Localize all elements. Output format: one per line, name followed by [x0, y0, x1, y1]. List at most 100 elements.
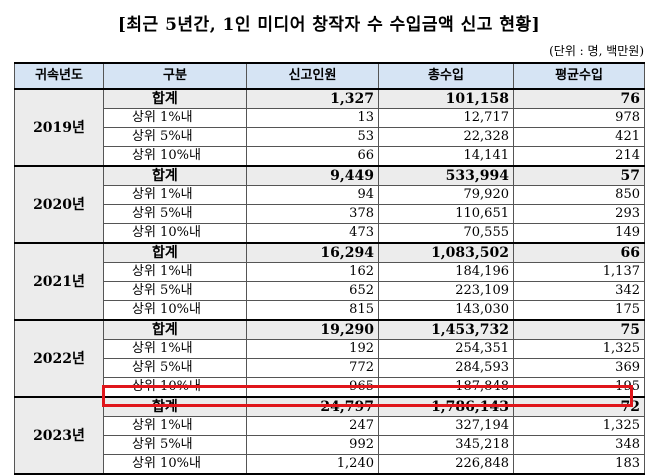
table-row: 상위 1%내 247 327,194 1,325 — [15, 416, 645, 436]
total-income-cell: 184,196 — [378, 262, 514, 282]
total-income-cell: 101,158 — [378, 88, 514, 109]
table-row: 상위 5%내 772 284,593 369 — [15, 358, 645, 378]
total-income-cell: 223,109 — [378, 281, 514, 301]
table-row: 상위 10%내 815 143,030 175 — [15, 300, 645, 321]
average-income-cell: 1,325 — [513, 339, 645, 359]
header-row: 귀속년도 구분 신고인원 총수입 평균수입 — [14, 62, 645, 90]
filers-cell: 192 — [246, 339, 379, 359]
average-income-cell: 850 — [513, 185, 645, 205]
category-cell: 상위 1%내 — [103, 416, 247, 436]
table-row: 상위 10%내 473 70,555 149 — [15, 223, 645, 244]
category-cell: 상위 5%내 — [103, 281, 247, 301]
filers-cell: 19,290 — [246, 319, 379, 340]
average-income-cell: 72 — [513, 396, 645, 417]
total-income-cell: 533,994 — [378, 165, 514, 186]
category-cell: 상위 10%내 — [103, 454, 247, 475]
filers-cell: 652 — [246, 281, 379, 301]
average-income-cell: 175 — [513, 300, 645, 321]
total-income-cell: 143,030 — [378, 300, 514, 321]
total-income-cell: 12,717 — [378, 108, 514, 128]
average-income-cell: 1,325 — [513, 416, 645, 436]
year-cell: 2022년 — [14, 319, 104, 398]
total-income-cell: 22,328 — [378, 127, 514, 147]
header-filers: 신고인원 — [246, 62, 379, 90]
total-income-cell: 110,651 — [378, 204, 514, 224]
filers-cell: 247 — [246, 416, 379, 436]
table-row: 상위 10%내 66 14,141 214 — [15, 146, 645, 167]
table-row: 상위 5%내 53 22,328 421 — [15, 127, 645, 147]
filers-cell: 992 — [246, 435, 379, 455]
total-row: 2020년 합계 9,449 533,994 57 — [14, 165, 645, 244]
category-cell: 상위 10%내 — [103, 146, 247, 167]
total-row: 2019년 합계 1,327 101,158 76 — [14, 88, 645, 167]
average-income-cell: 342 — [513, 281, 645, 301]
category-cell: 상위 1%내 — [103, 185, 247, 205]
category-cell: 합계 — [103, 242, 247, 263]
total-income-cell: 327,194 — [378, 416, 514, 436]
year-cell: 2023년 — [14, 396, 104, 475]
header-year: 귀속년도 — [14, 62, 104, 90]
category-cell: 합계 — [103, 88, 247, 109]
total-income-cell: 284,593 — [378, 358, 514, 378]
average-income-cell: 421 — [513, 127, 645, 147]
category-cell: 상위 10%내 — [103, 377, 247, 398]
average-income-cell: 348 — [513, 435, 645, 455]
average-income-cell: 978 — [513, 108, 645, 128]
average-income-cell: 1,137 — [513, 262, 645, 282]
filers-cell: 13 — [246, 108, 379, 128]
year-cell: 2021년 — [14, 242, 104, 321]
average-income-cell: 76 — [513, 88, 645, 109]
table-row: 상위 5%내 652 223,109 342 — [15, 281, 645, 301]
filers-cell: 378 — [246, 204, 379, 224]
category-cell: 상위 5%내 — [103, 127, 247, 147]
filers-cell: 1,327 — [246, 88, 379, 109]
total-income-cell: 254,351 — [378, 339, 514, 359]
total-income-cell: 226,848 — [378, 454, 514, 475]
category-cell: 상위 1%내 — [103, 262, 247, 282]
average-income-cell: 66 — [513, 242, 645, 263]
filers-cell: 16,294 — [246, 242, 379, 263]
category-cell: 합계 — [103, 396, 247, 417]
total-income-cell: 187,848 — [378, 377, 514, 398]
table-row: 상위 5%내 378 110,651 293 — [15, 204, 645, 224]
filers-cell: 24,797 — [246, 396, 379, 417]
header-average-income: 평균수입 — [513, 62, 645, 90]
category-cell: 상위 10%내 — [103, 300, 247, 321]
year-cell: 2019년 — [14, 88, 104, 167]
filers-cell: 53 — [246, 127, 379, 147]
total-income-cell: 1,083,502 — [378, 242, 514, 263]
header-total-income: 총수입 — [378, 62, 514, 90]
average-income-cell: 195 — [513, 377, 645, 398]
category-cell: 상위 10%내 — [103, 223, 247, 244]
unit-note: (단위 : 명, 백만원) — [549, 44, 644, 58]
total-income-cell: 345,218 — [378, 435, 514, 455]
filers-cell: 473 — [246, 223, 379, 244]
category-cell: 합계 — [103, 165, 247, 186]
table-row: 상위 1%내 162 184,196 1,137 — [15, 262, 645, 282]
category-cell: 상위 1%내 — [103, 339, 247, 359]
table-row: 상위 10%내 1,240 226,848 183 — [15, 454, 645, 475]
average-income-cell: 75 — [513, 319, 645, 340]
filers-cell: 66 — [246, 146, 379, 167]
average-income-cell: 149 — [513, 223, 645, 244]
average-income-cell: 214 — [513, 146, 645, 167]
average-income-cell: 369 — [513, 358, 645, 378]
total-income-cell: 79,920 — [378, 185, 514, 205]
category-cell: 상위 5%내 — [103, 435, 247, 455]
total-income-cell: 1,786,143 — [378, 396, 514, 417]
table-row: 상위 1%내 94 79,920 850 — [15, 185, 645, 205]
average-income-cell: 183 — [513, 454, 645, 475]
category-cell: 합계 — [103, 319, 247, 340]
filers-cell: 815 — [246, 300, 379, 321]
average-income-cell: 57 — [513, 165, 645, 186]
table-row: 상위 5%내 992 345,218 348 — [15, 435, 645, 455]
average-income-cell: 293 — [513, 204, 645, 224]
year-cell: 2020년 — [14, 165, 104, 244]
category-cell: 상위 5%내 — [103, 204, 247, 224]
filers-cell: 772 — [246, 358, 379, 378]
table-row: 상위 1%내 192 254,351 1,325 — [15, 339, 645, 359]
filers-cell: 965 — [246, 377, 379, 398]
table-row: 상위 1%내 13 12,717 978 — [15, 108, 645, 128]
category-cell: 상위 5%내 — [103, 358, 247, 378]
total-income-cell: 1,453,732 — [378, 319, 514, 340]
